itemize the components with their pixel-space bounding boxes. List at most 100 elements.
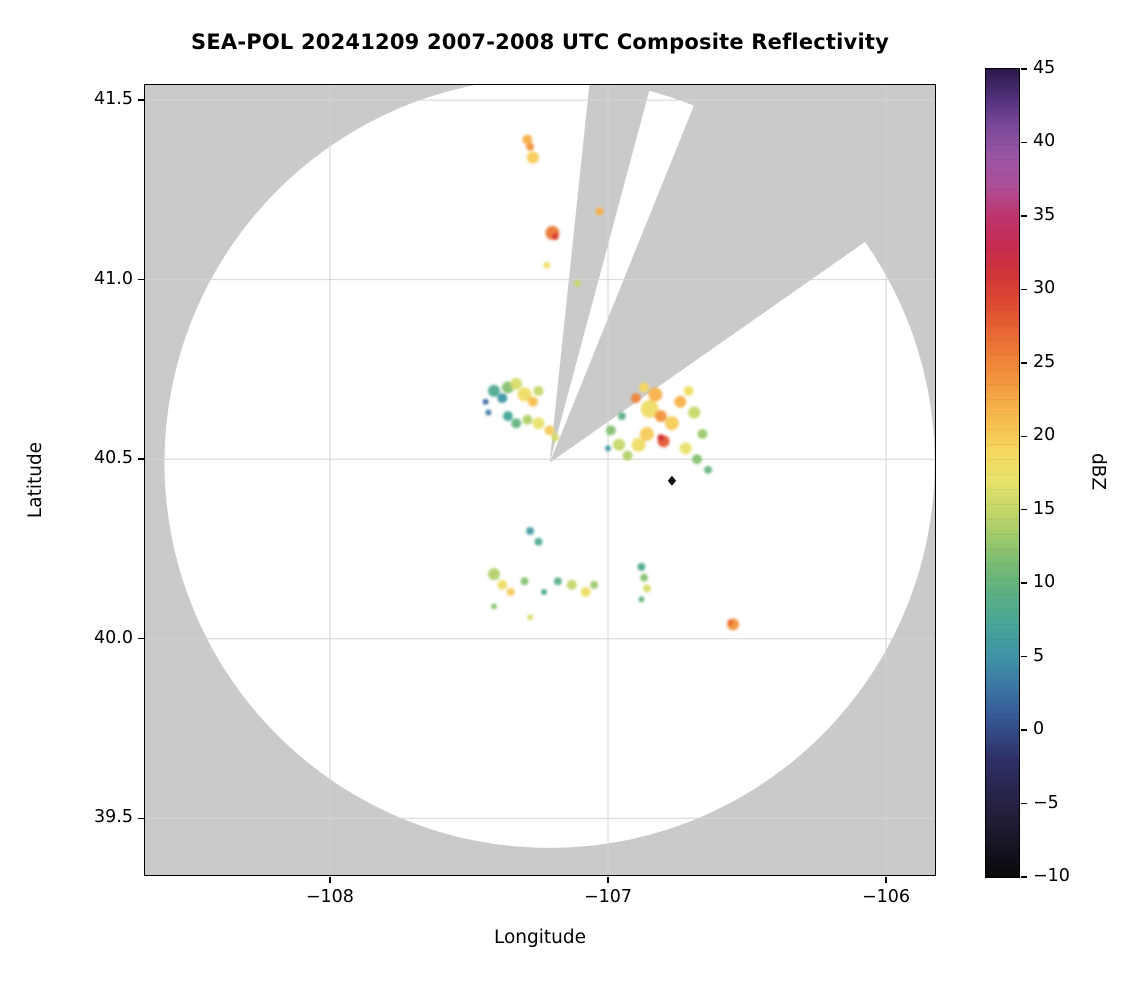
radar-echo <box>532 416 544 429</box>
radar-echo <box>490 602 497 609</box>
colorbar-tick-label: −5 <box>1033 792 1059 813</box>
radar-echo <box>550 433 559 442</box>
y-tick <box>137 637 144 640</box>
radar-echo <box>544 424 555 435</box>
radar-echo <box>525 526 534 535</box>
echo-layer <box>482 134 739 630</box>
x-tick <box>885 876 887 883</box>
site-marker-diamond <box>667 475 676 486</box>
radar-echo <box>726 619 733 626</box>
colorbar-level-stripes <box>985 68 1019 877</box>
colorbar-tick <box>1020 68 1027 70</box>
radar-echo <box>697 428 707 439</box>
radar-echo <box>604 444 611 451</box>
radar-echo <box>510 417 521 428</box>
radar-echo <box>525 142 534 151</box>
colorbar-tick-label: 25 <box>1033 351 1056 372</box>
radar-echo <box>484 409 491 415</box>
radar-echo <box>622 450 632 461</box>
blocked-sector <box>549 84 651 463</box>
radar-echo <box>540 588 547 595</box>
colorbar-tick-label: 10 <box>1033 572 1056 593</box>
radar-echo <box>496 579 507 590</box>
x-tick-label: −108 <box>305 887 354 907</box>
colorbar-tick-label: 30 <box>1033 278 1056 299</box>
radar-echo <box>589 580 598 589</box>
radar-echo <box>542 261 550 269</box>
radar-echo <box>673 395 686 408</box>
radar-echo <box>631 437 646 452</box>
radar-echo <box>487 567 500 580</box>
radar-echo <box>573 279 581 287</box>
radar-echo <box>642 583 651 592</box>
y-tick-label: 39.5 <box>94 807 133 828</box>
y-tick <box>137 99 144 101</box>
radar-echo <box>638 381 649 392</box>
colorbar-tick-label: 35 <box>1033 204 1056 225</box>
radar-echo <box>502 410 513 421</box>
radar-echo <box>496 392 507 403</box>
radar-echo <box>506 587 515 596</box>
blocked-sector <box>549 84 935 463</box>
radar-echo <box>526 151 539 163</box>
radar-echo <box>517 387 532 401</box>
radar-echo <box>617 411 626 420</box>
chart-title: SEA-POL 20241209 2007-2008 UTC Composite… <box>191 30 889 54</box>
colorbar-tick <box>1020 582 1027 584</box>
x-axis-label: Longitude <box>493 927 586 948</box>
radar-echo <box>630 392 641 403</box>
radar-echo <box>533 385 543 396</box>
colorbar-tick <box>1020 141 1027 144</box>
radar-echo <box>534 537 542 546</box>
radar-echo <box>580 586 591 597</box>
radar-echo <box>487 384 500 397</box>
y-tick <box>137 458 144 460</box>
radar-echo <box>526 613 533 620</box>
colorbar-tick-label: 20 <box>1033 425 1056 446</box>
x-tick-label: −107 <box>583 887 633 907</box>
colorbar-label: dBZ <box>1087 452 1109 491</box>
colorbar-tick-label: 5 <box>1033 645 1045 666</box>
colorbar <box>984 67 1020 878</box>
radar-echo <box>636 562 645 571</box>
colorbar-tick <box>1020 876 1027 878</box>
radar-echo <box>637 595 644 602</box>
colorbar-tick-label: 15 <box>1033 498 1056 519</box>
x-tick-label: −106 <box>862 887 911 907</box>
radar-echo <box>679 441 692 454</box>
radar-echo <box>551 232 559 240</box>
colorbar-tick <box>1020 435 1027 438</box>
radar-echo <box>654 409 667 422</box>
radar-echo <box>595 206 604 215</box>
y-tick <box>137 278 144 281</box>
radar-echo <box>691 453 702 464</box>
radar-echo <box>664 415 679 430</box>
colorbar-tick-label: 0 <box>1033 719 1045 740</box>
radar-echo <box>683 385 694 396</box>
radar-echo <box>640 399 659 418</box>
colorbar-tick-label: −10 <box>1033 866 1070 886</box>
radar-echo <box>703 465 712 474</box>
radar-echo <box>639 573 648 582</box>
radar-echo <box>612 438 625 451</box>
radar-echo <box>521 134 532 145</box>
y-tick <box>137 817 144 819</box>
radar-echo <box>656 433 664 441</box>
colorbar-tick <box>1020 508 1027 511</box>
radar-echo <box>527 396 538 407</box>
radar-echo <box>509 377 522 390</box>
radar-echo <box>687 406 700 418</box>
y-tick-label: 41.0 <box>94 268 133 289</box>
radar-echo <box>647 387 662 401</box>
radar-echo <box>521 414 532 425</box>
y-tick-label: 40.0 <box>94 627 133 648</box>
radar-echo <box>482 398 489 405</box>
radar-echo <box>605 424 616 435</box>
radar-echo <box>553 576 562 585</box>
colorbar-gradient <box>985 68 1019 877</box>
colorbar-tick <box>1020 215 1027 217</box>
colorbar-tick-label: 45 <box>1033 58 1056 78</box>
y-tick-label: 40.5 <box>94 448 133 469</box>
colorbar-tick <box>1020 802 1027 805</box>
